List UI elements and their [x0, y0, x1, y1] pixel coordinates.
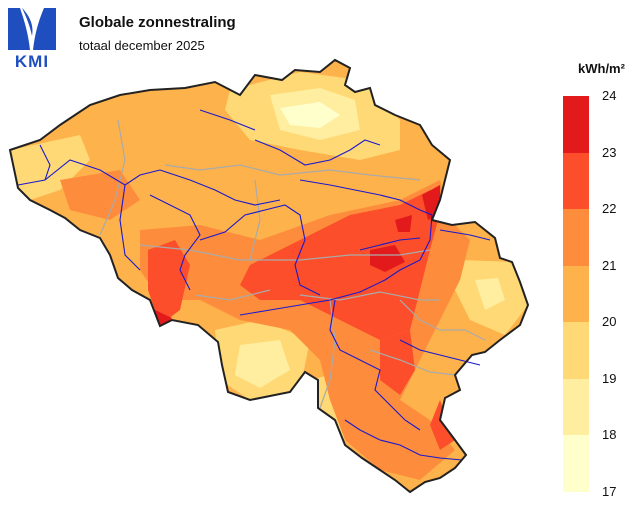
legend-tick-label: 24 — [602, 88, 617, 103]
legend-tick-label: 19 — [602, 370, 617, 386]
legend-band — [563, 265, 589, 323]
legend-tick-label: 18 — [602, 427, 617, 443]
legend-band — [563, 152, 589, 210]
province-borders — [99, 119, 486, 409]
radiation-field — [10, 60, 528, 492]
legend-unit: kWh/m² — [578, 61, 625, 76]
legend-tick-label: 21 — [602, 257, 617, 273]
map-subtitle: totaal december 2025 — [79, 38, 205, 53]
kmi-logo-text: KMI — [14, 52, 50, 71]
legend-tick-label: 17 — [602, 484, 617, 499]
legend-band — [563, 378, 589, 436]
legend-tick-label: 22 — [602, 201, 617, 217]
legend-band — [563, 96, 589, 154]
map-title: Globale zonnestraling — [79, 14, 236, 31]
rivers — [17, 109, 491, 461]
legend-tick-label: 20 — [602, 314, 617, 330]
legend-colorbar — [563, 96, 589, 493]
legend-band — [563, 209, 589, 267]
kmi-logo: KMI — [6, 6, 58, 72]
kmi-logo-mark — [8, 8, 56, 50]
legend-tick-label: 23 — [602, 144, 617, 160]
legend-band — [563, 322, 589, 380]
legend-band — [563, 435, 589, 493]
